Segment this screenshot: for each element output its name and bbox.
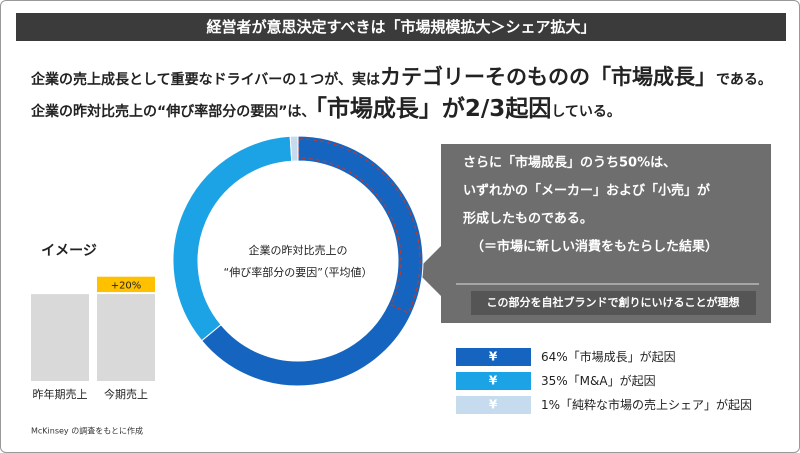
legend-swatch — [456, 396, 531, 414]
lead-text: 企業の売上成長として重要なドライバーの１つが、実は — [31, 72, 381, 88]
legend-value: 35% — [541, 374, 568, 388]
legend-icon: ¥ — [489, 374, 498, 388]
donut-segment — [289, 135, 299, 162]
legend-label: 64%「市場成長」が起因 — [541, 349, 676, 364]
legend-swatch — [456, 372, 531, 390]
x-tick-label: 昨年期売上 — [33, 387, 88, 401]
lead-line: 企業の売上成長として重要なドライバーの１つが、実はカテゴリーそのものの「市場成長… — [31, 61, 772, 91]
legend-name: 「M&A」が起因 — [568, 373, 656, 388]
donut-segment — [200, 135, 424, 387]
callout-note-box — [471, 291, 756, 315]
legend-name: 「市場成長」が起因 — [568, 349, 676, 364]
callout-text: 形成したものである。 — [463, 211, 593, 227]
bar-segment — [97, 276, 155, 293]
callout-note: この部分を自社ブランドで創りにいけることが理想 — [487, 295, 740, 309]
legend-name: 「純粋な市場の売上シェア」が起因 — [560, 397, 752, 412]
lead-text: である。 — [716, 72, 772, 88]
legend-icon: ¥ — [489, 350, 498, 364]
donut-title: 企業の昨対比売上の — [249, 243, 348, 257]
bar-segment — [97, 294, 155, 381]
lead-emphasis: カテゴリーそのものの「市場成長」 — [380, 65, 717, 89]
lead-text: 企業の昨対比売上の“伸び率部分の要因”は、 — [31, 104, 316, 120]
legend-icon: ¥ — [489, 398, 498, 412]
highlight-outline — [298, 138, 421, 314]
lead-emphasis: 「市場成長」が2/3起因 — [315, 96, 552, 122]
x-tick-label: 今期売上 — [104, 387, 148, 401]
lead-line: 企業の昨対比売上の“伸び率部分の要因”は、「市場成長」が2/3起因している。 — [31, 89, 621, 123]
legend-label: 35%「M&A」が起因 — [541, 373, 656, 388]
source: McKinsey の調査をもとに作成 — [31, 426, 143, 436]
lead-text: している。 — [551, 104, 621, 120]
donut-title: “伸び率部分の要因”（平均値） — [224, 265, 373, 279]
bar-segment — [31, 294, 89, 381]
bar-value-label: +20% — [111, 280, 142, 291]
legend-value: 1% — [541, 398, 560, 412]
header-title: 経営者が意思決定すべきは「市場規模拡大＞シェア拡大」 — [16, 13, 786, 41]
legend-swatch — [456, 348, 531, 366]
callout-text: （＝市場に新しい消費をもたらした結果） — [471, 239, 718, 255]
legend-value: 64% — [541, 350, 568, 364]
legend-label: 1%「純粋な市場の売上シェア」が起因 — [541, 397, 752, 412]
callout-text: さらに「市場成長」のうち50%は、 — [463, 155, 676, 171]
donut-segment — [172, 135, 293, 342]
callout-text: いずれかの「メーカー」および「小売」が — [463, 183, 710, 199]
image-title: イメージ — [41, 243, 97, 259]
callout-box — [416, 144, 771, 323]
